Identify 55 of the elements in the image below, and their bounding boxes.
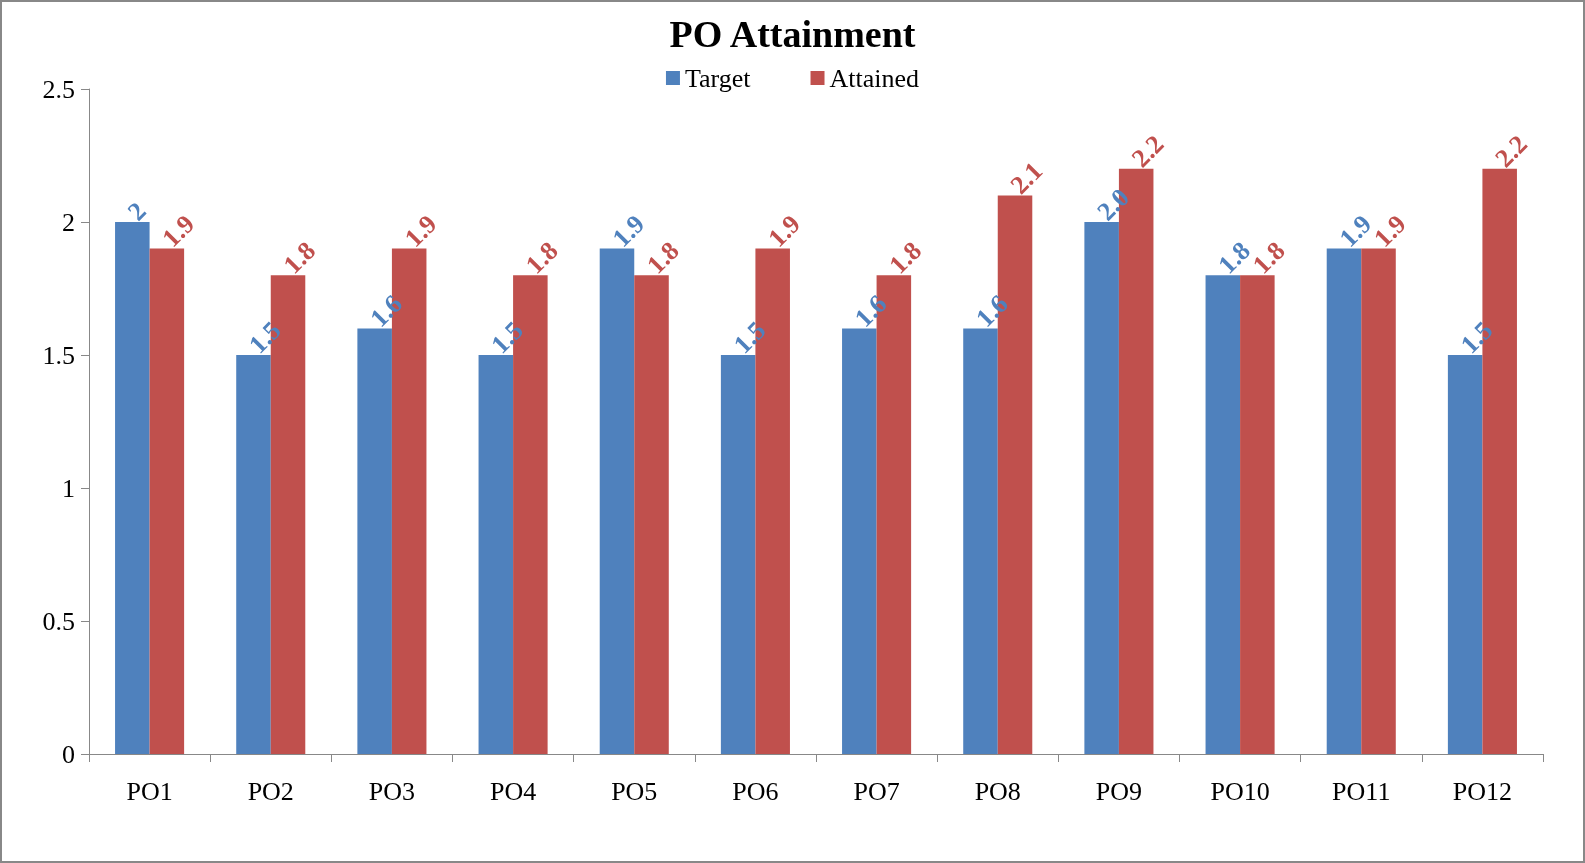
y-tick-label: 2 (62, 207, 75, 237)
x-tick-label: PO8 (974, 776, 1021, 806)
data-label: 2.2 (1125, 129, 1170, 174)
data-label: 1.9 (398, 209, 443, 253)
y-tick-label: 0 (62, 739, 75, 769)
chart-title: PO Attainment (669, 13, 916, 55)
x-tick-label: PO12 (1452, 776, 1513, 806)
data-label: 1.6 (364, 289, 408, 333)
bar (1205, 275, 1241, 754)
data-label: 2.0 (1091, 182, 1135, 227)
data-label: 1.5 (727, 315, 772, 360)
x-tick-label: PO6 (732, 776, 779, 806)
data-label: 2.2 (1489, 129, 1533, 174)
data-label: 1.8 (883, 235, 928, 280)
bar (149, 248, 185, 754)
x-tick-label: PO1 (126, 776, 173, 806)
bar (357, 328, 392, 754)
bar (478, 355, 514, 754)
bar (599, 248, 635, 754)
data-label: 1.9 (762, 209, 806, 253)
x-tick-label: PO11 (1332, 776, 1391, 806)
x-tick-label: PO10 (1210, 776, 1270, 806)
bar (1240, 275, 1275, 754)
bar (634, 275, 669, 754)
bar (1084, 222, 1119, 754)
data-label: 1.5 (1454, 315, 1499, 360)
x-tick-label: PO5 (611, 776, 658, 806)
bar (963, 328, 998, 754)
bar (842, 328, 877, 754)
bar (115, 222, 150, 754)
x-tick-label: PO9 (1095, 776, 1143, 806)
bar (236, 355, 271, 754)
x-tick-label: PO3 (368, 776, 416, 806)
data-label: 1.6 (849, 289, 893, 333)
data-label: 1.6 (970, 289, 1014, 333)
bar (720, 355, 756, 754)
x-tick-label: PO2 (247, 776, 294, 806)
x-tick-label: PO4 (489, 776, 537, 806)
y-tick-label: 2.5 (42, 74, 75, 104)
data-label: 1.9 (156, 209, 201, 253)
bar (1447, 355, 1483, 754)
legend-label: Target (684, 63, 752, 93)
data-label: 1.8 (520, 235, 564, 280)
y-tick-label: 0.5 (42, 606, 75, 636)
legend-label: Attained (829, 63, 920, 93)
x-tick-label: PO7 (853, 776, 900, 806)
data-label: 2.1 (1004, 156, 1049, 200)
bar (1361, 248, 1396, 754)
bar (1326, 248, 1362, 754)
y-tick-label: 1.5 (42, 340, 75, 370)
data-label: 2 (122, 196, 152, 227)
data-label: 1.5 (243, 315, 287, 360)
y-tick-label: 1 (62, 473, 75, 503)
data-label: 1.5 (485, 315, 530, 360)
data-label: 1.8 (277, 235, 322, 280)
